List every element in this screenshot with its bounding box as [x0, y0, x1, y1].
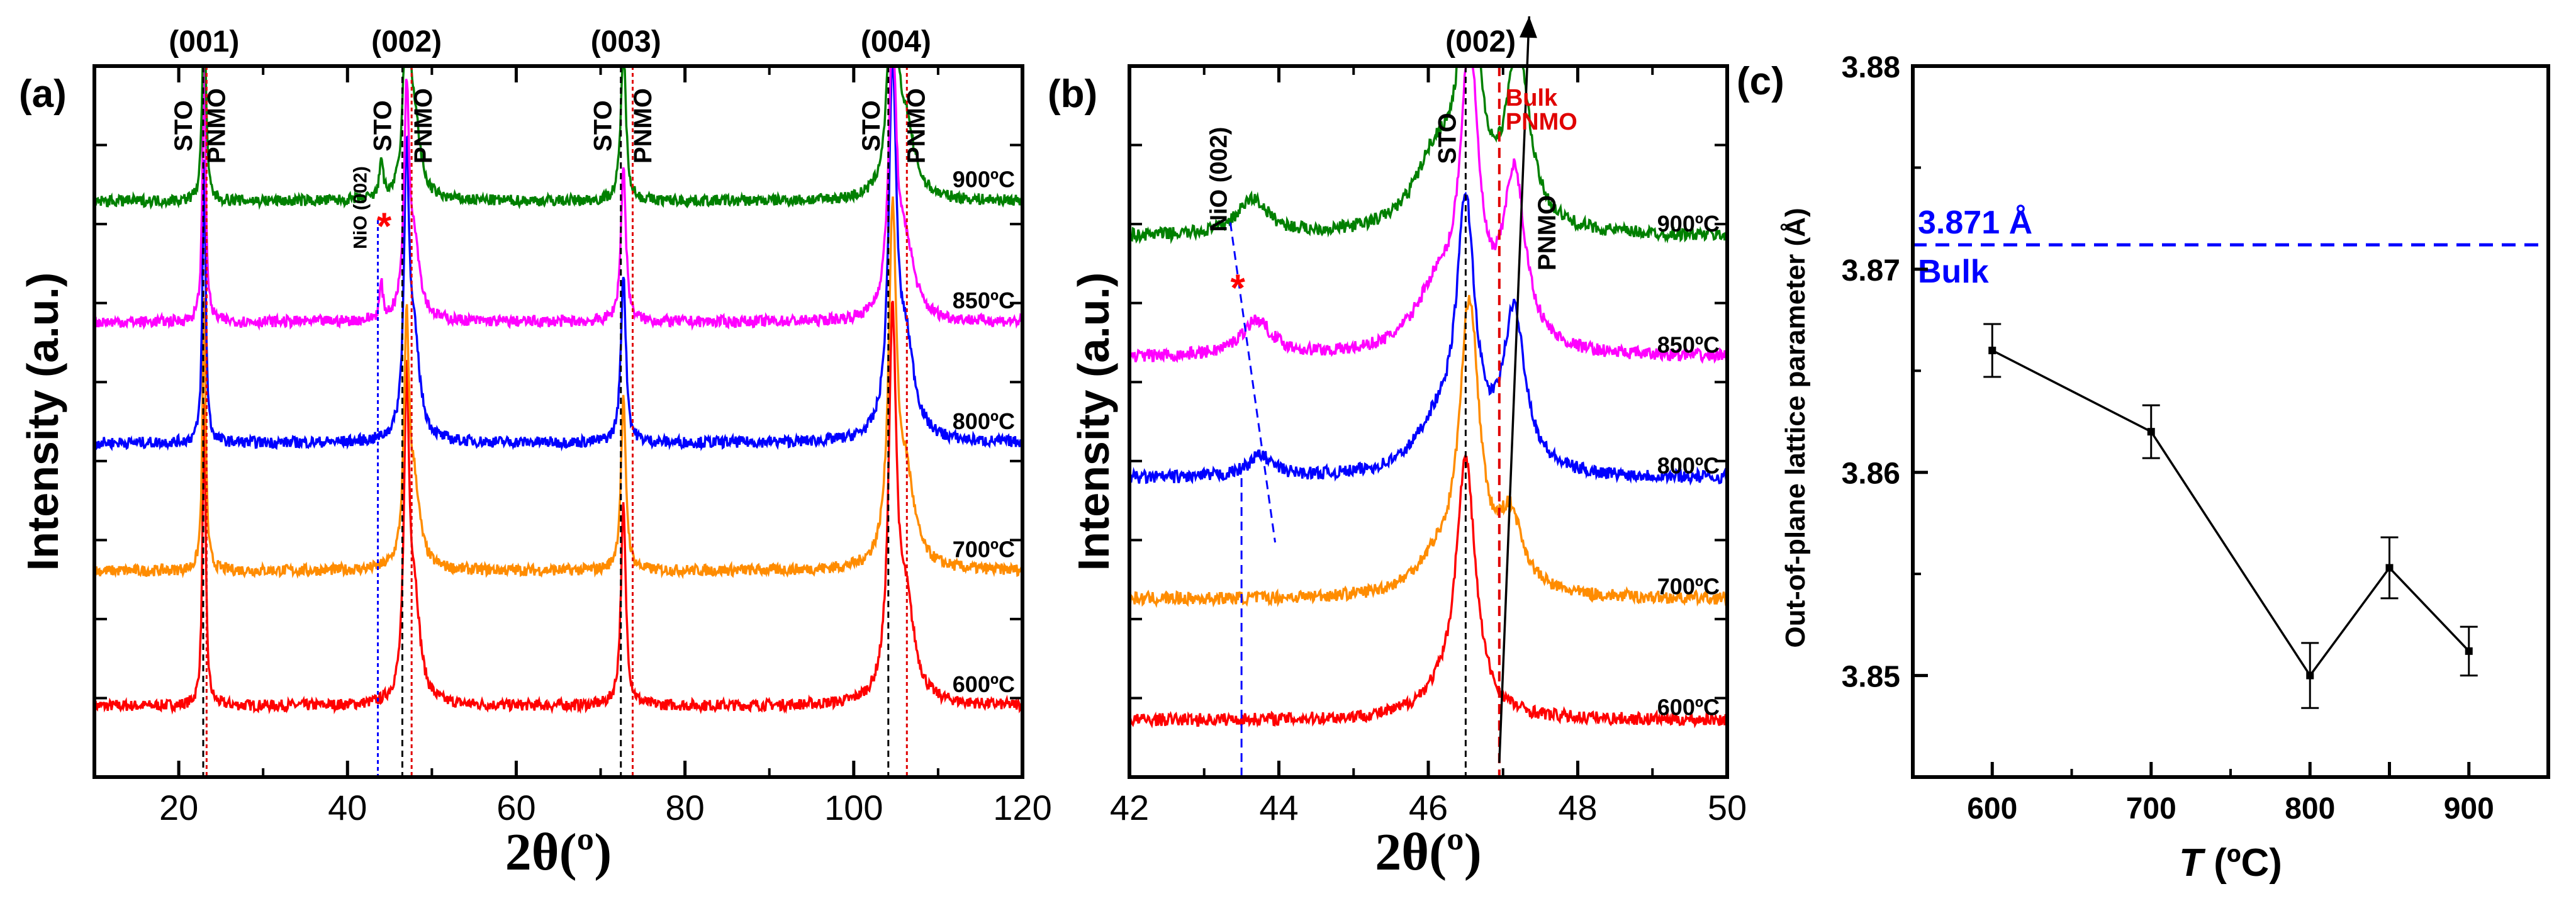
- shift-arrow-line: [1498, 16, 1531, 763]
- x-axis-label-unit: (ºC): [2203, 841, 2282, 885]
- series-label-0: 600ºC: [1657, 695, 1720, 720]
- x-tick-label-4: 100: [824, 788, 883, 827]
- peak-label-5: PNMO: [629, 88, 657, 164]
- peak-label-2: STO: [369, 100, 396, 152]
- series-line-1: [1129, 294, 1728, 608]
- peak-label-3: PNMO: [410, 88, 437, 164]
- series-label-3: 850ºC: [953, 288, 1015, 313]
- x-tick-label-3: 80: [665, 788, 704, 827]
- bulk-label-line1: Bulk: [1506, 85, 1558, 111]
- nio-label: NiO (002): [1206, 127, 1232, 232]
- peak-label-7: PNMO: [902, 88, 930, 164]
- x-axis-label: 2θ(º): [1375, 823, 1482, 882]
- data-point-3: [2385, 564, 2394, 572]
- nio-shift-line: [1229, 222, 1277, 543]
- panel-c-lattice-parameter-plot: 3.871 Å Bulk 600 700 800 900 3.85 3.86 3.87 3.88 T…: [1737, 51, 2550, 885]
- series-line-3: [1129, 65, 1728, 364]
- shift-arrow-head: [1519, 16, 1537, 38]
- y-tick-label-2: 3.87: [1842, 254, 1900, 288]
- peak-label-4: STO: [589, 100, 617, 152]
- plot-frame: [1911, 64, 2550, 779]
- x-tick-label-3: 48: [1558, 788, 1597, 827]
- peak-label-6: STO: [858, 100, 885, 152]
- series-line-1: [94, 196, 1023, 579]
- series-label-2: 800ºC: [1657, 452, 1720, 478]
- impurity-marker: *: [377, 205, 392, 247]
- y-tick-label-3: 3.88: [1842, 51, 1900, 84]
- series-label-2: 800ºC: [953, 408, 1015, 434]
- x-axis-label-symbol: T: [2179, 841, 2206, 885]
- bulk-label: Bulk: [1918, 254, 1989, 290]
- x-tick-label-1: 44: [1259, 788, 1298, 827]
- data-point-1: [2147, 428, 2155, 436]
- data-point-0: [1988, 347, 1996, 354]
- x-tick-label-0: 600: [1967, 792, 2017, 826]
- peak-label-1: PNMO: [203, 88, 231, 164]
- reflection-label-3: (004): [861, 25, 931, 59]
- series-label-4: 900ºC: [953, 167, 1015, 193]
- x-tick-label-4: 50: [1708, 788, 1747, 827]
- x-tick-label-1: 40: [328, 788, 367, 827]
- y-tick-label-1: 3.86: [1842, 457, 1900, 491]
- x-tick-label-2: 60: [496, 788, 535, 827]
- reflection-label-1: (002): [371, 25, 442, 59]
- y-tick-label-0: 3.85: [1842, 661, 1900, 694]
- impurity-marker: *: [1231, 267, 1246, 309]
- reflection-label-2: (003): [591, 25, 661, 59]
- panel-a-xrd-wide-scan: 600ºC 700ºC 800ºC 850ºC 900ºC 20 40 60 80 100 120 (…: [18, 25, 1052, 882]
- panel-b-xrd-002-zoom: 600ºC 700ºC 800ºC 850ºC 900ºC 42 44 46 48 50 (002)…: [1048, 16, 1747, 882]
- x-tick-label-0: 42: [1110, 788, 1149, 827]
- y-axis-label: Intensity (a.u.): [1069, 272, 1118, 571]
- data-point-4: [2465, 647, 2473, 655]
- series-label-1: 700ºC: [1657, 574, 1720, 600]
- x-tick-label-1: 700: [2126, 792, 2176, 826]
- series-line-0: [1129, 454, 1728, 729]
- x-tick-label-2: 46: [1409, 788, 1448, 827]
- series-line-2: [1129, 191, 1728, 486]
- panel-label: (a): [19, 72, 67, 116]
- reflection-label: (002): [1445, 25, 1516, 59]
- y-axis-label: Intensity (a.u.): [18, 272, 67, 571]
- bulk-label-line2: PNMO: [1506, 109, 1577, 135]
- x-tick-label-2: 800: [2285, 792, 2335, 826]
- series-line-0: [93, 300, 1022, 715]
- nio-label: NiO (002): [350, 166, 371, 249]
- series-label-4: 900ºC: [1657, 211, 1720, 237]
- series-line-3: [93, 65, 1023, 331]
- data-point-2: [2306, 671, 2314, 680]
- plot-frame: [92, 64, 1024, 779]
- sto-label: STO: [1433, 113, 1461, 164]
- x-axis-label: T (ºC): [2179, 841, 2282, 885]
- data-line: [1991, 349, 2470, 678]
- x-tick-label-0: 20: [159, 788, 198, 827]
- x-tick-label-4: 900: [2444, 792, 2494, 826]
- series-line-4: [93, 65, 1023, 210]
- reflection-label-0: (001): [169, 25, 239, 59]
- series-label-0: 600ºC: [953, 671, 1015, 697]
- y-axis-label: Out-of-plane lattice parameter (Å): [1780, 208, 1811, 647]
- pnmo-label: PNMO: [1533, 195, 1561, 271]
- panel-label: (c): [1737, 60, 1784, 103]
- peak-label-0: STO: [170, 100, 198, 152]
- bulk-value-label: 3.871 Å: [1918, 204, 2032, 241]
- x-axis-label: 2θ(º): [505, 823, 612, 882]
- x-tick-label-5: 120: [993, 788, 1051, 827]
- panel-label: (b): [1048, 72, 1097, 116]
- series-label-3: 850ºC: [1657, 332, 1720, 357]
- series-line-2: [94, 65, 1023, 452]
- series-label-1: 700ºC: [953, 536, 1015, 562]
